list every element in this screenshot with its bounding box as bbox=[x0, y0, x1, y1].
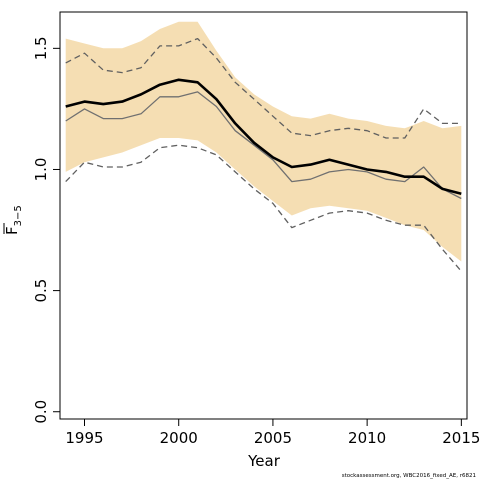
series-line-4 bbox=[65, 144, 462, 272]
series-line-2 bbox=[65, 91, 462, 200]
x-tick-label-2000: 2000 bbox=[160, 429, 198, 447]
y-tick-label-0.5: 0.5 bbox=[32, 279, 50, 303]
confidence-band bbox=[65, 21, 462, 262]
series-layer bbox=[65, 37, 462, 272]
footnote: stockassessment.org, WBC2016_fixed_AE, r… bbox=[342, 473, 476, 479]
x-tick-label-2015: 2015 bbox=[442, 429, 480, 447]
x-axis-title: Year bbox=[247, 452, 281, 470]
y-axis-title-main: F bbox=[3, 226, 21, 235]
series-line-3 bbox=[65, 37, 462, 139]
x-axis: 1995 2000 2005 2010 2015 bbox=[65, 418, 480, 447]
series-line-1 bbox=[65, 78, 462, 195]
x-tick-label-1995: 1995 bbox=[65, 429, 103, 447]
x-tick-label-2010: 2010 bbox=[348, 429, 386, 447]
y-tick-label-1.5: 1.5 bbox=[32, 36, 50, 60]
confidence-band-layer bbox=[65, 21, 462, 262]
y-axis-title: F3−5 bbox=[3, 205, 24, 235]
y-tick-label-1.0: 1.0 bbox=[32, 158, 50, 182]
x-tick-label-2005: 2005 bbox=[254, 429, 292, 447]
svg-text:F3−5: F3−5 bbox=[3, 205, 24, 235]
y-axis-title-subscript: 3−5 bbox=[13, 205, 24, 226]
y-axis: 0.0 0.5 1.0 1.5 bbox=[32, 36, 61, 424]
y-tick-label-0.0: 0.0 bbox=[32, 400, 50, 424]
